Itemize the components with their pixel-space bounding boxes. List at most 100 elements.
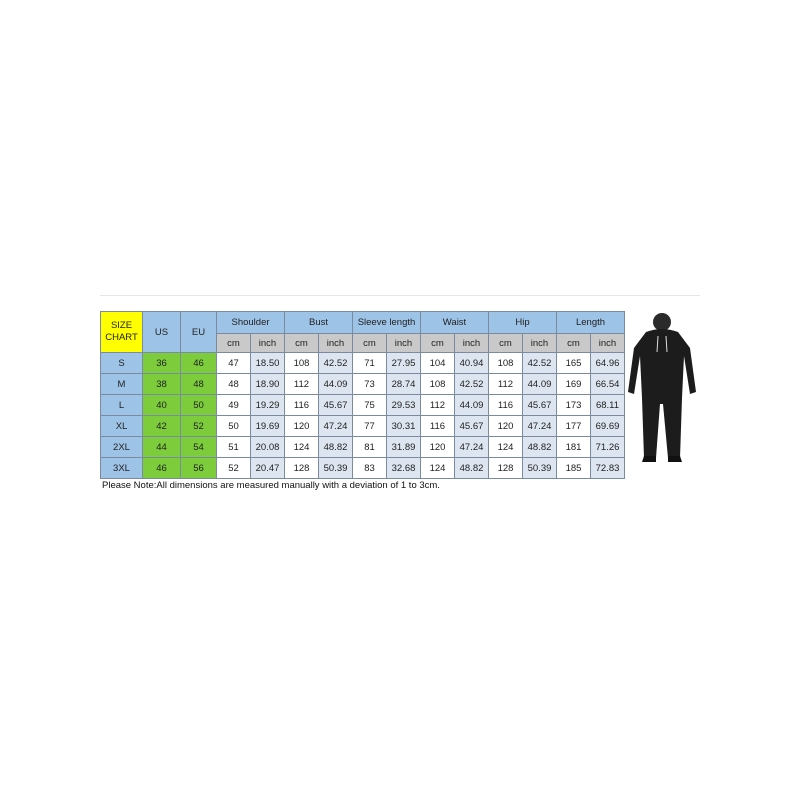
measurement-cell: 50.39 [522, 457, 557, 479]
column-group-waist: Waist [420, 311, 489, 334]
measurement-cell: 44.09 [522, 373, 557, 395]
measurement-cell: 44.09 [454, 394, 489, 416]
measurement-cell: 32.68 [386, 457, 421, 479]
unit-header: inch [522, 333, 557, 353]
measurement-cell: 47.24 [522, 415, 557, 437]
column-group-shoulder: Shoulder [216, 311, 285, 334]
measurement-cell: 68.11 [590, 394, 625, 416]
unit-header: inch [386, 333, 421, 353]
measurement-cell: 124 [488, 436, 523, 458]
unit-header: inch [454, 333, 489, 353]
unit-header: cm [488, 333, 523, 353]
measurement-cell: 185 [556, 457, 591, 479]
measurement-cell: 28.74 [386, 373, 421, 395]
unit-header: cm [284, 333, 319, 353]
measurement-cell: 124 [284, 436, 319, 458]
us-size-cell: 44 [142, 436, 181, 458]
size-chart-label: SIZE CHART [100, 311, 143, 353]
unit-header: inch [250, 333, 285, 353]
column-group-sleeve-length: Sleeve length [352, 311, 421, 334]
measurement-cell: 20.47 [250, 457, 285, 479]
measurement-cell: 69.69 [590, 415, 625, 437]
measurement-cell: 48.82 [522, 436, 557, 458]
measurement-cell: 112 [284, 373, 319, 395]
us-size-cell: 46 [142, 457, 181, 479]
measurement-cell: 45.67 [522, 394, 557, 416]
measurement-cell: 128 [488, 457, 523, 479]
measurement-cell: 19.29 [250, 394, 285, 416]
measurement-cell: 18.90 [250, 373, 285, 395]
unit-header: inch [590, 333, 625, 353]
us-size-cell: 40 [142, 394, 181, 416]
us-header: US [142, 311, 181, 353]
size-cell: S [100, 352, 143, 374]
table-row: XL 42 52 50 19.69 120 47.24 77 30.31 116 45.67 120 4… [100, 415, 625, 437]
measurement-cell: 173 [556, 394, 591, 416]
measurement-cell: 81 [352, 436, 387, 458]
us-size-cell: 38 [142, 373, 181, 395]
eu-size-cell: 50 [180, 394, 217, 416]
table-row: M 38 48 48 18.90 112 44.09 73 28.74 108 42.52 112 44… [100, 373, 625, 395]
measurement-cell: 45.67 [318, 394, 353, 416]
table-row: L 40 50 49 19.29 116 45.67 75 29.53 112 44.09 116 45… [100, 394, 625, 416]
table-row: 3XL 46 56 52 20.47 128 50.39 83 32.68 124 48.82 128… [100, 457, 625, 479]
measurement-cell: 112 [420, 394, 455, 416]
measurement-cell: 116 [420, 415, 455, 437]
measurement-cell: 30.31 [386, 415, 421, 437]
measurement-cell: 31.89 [386, 436, 421, 458]
measurement-cell: 47 [216, 352, 251, 374]
us-size-cell: 42 [142, 415, 181, 437]
size-cell: M [100, 373, 143, 395]
eu-header: EU [180, 311, 217, 353]
us-size-cell: 36 [142, 352, 181, 374]
measurement-cell: 45.67 [454, 415, 489, 437]
measurement-cell: 49 [216, 394, 251, 416]
measurement-cell: 64.96 [590, 352, 625, 374]
measurement-cell: 47.24 [318, 415, 353, 437]
measurement-cell: 52 [216, 457, 251, 479]
measurement-cell: 42.52 [318, 352, 353, 374]
column-group-bust: Bust [284, 311, 353, 334]
measurement-cell: 18.50 [250, 352, 285, 374]
measurement-cell: 120 [488, 415, 523, 437]
measurement-cell: 47.24 [454, 436, 489, 458]
eu-size-cell: 56 [180, 457, 217, 479]
measurement-cell: 27.95 [386, 352, 421, 374]
measurement-cell: 181 [556, 436, 591, 458]
size-chart-table: SIZE CHART US EU Shoulder Bust Sleeve leng… [100, 311, 625, 479]
measurement-cell: 71 [352, 352, 387, 374]
measurement-cell: 116 [488, 394, 523, 416]
model-photo [628, 313, 696, 462]
size-cell: 2XL [100, 436, 143, 458]
column-group-length: Length [556, 311, 625, 334]
measurement-cell: 83 [352, 457, 387, 479]
size-cell: L [100, 394, 143, 416]
measurement-cell: 40.94 [454, 352, 489, 374]
measurement-cell: 128 [284, 457, 319, 479]
measurement-cell: 108 [420, 373, 455, 395]
measurement-cell: 104 [420, 352, 455, 374]
measurement-cell: 48.82 [318, 436, 353, 458]
eu-size-cell: 46 [180, 352, 217, 374]
measurement-cell: 29.53 [386, 394, 421, 416]
measurement-cell: 120 [284, 415, 319, 437]
measurement-cell: 116 [284, 394, 319, 416]
measurement-cell: 48.82 [454, 457, 489, 479]
measurement-cell: 120 [420, 436, 455, 458]
measurement-cell: 165 [556, 352, 591, 374]
measurement-cell: 75 [352, 394, 387, 416]
measurement-cell: 44.09 [318, 373, 353, 395]
table-row: 2XL 44 54 51 20.08 124 48.82 81 31.89 120 47.24 124… [100, 436, 625, 458]
table-row: S 36 46 47 18.50 108 42.52 71 27.95 104 40.94 108 42… [100, 352, 625, 374]
measurement-cell: 50.39 [318, 457, 353, 479]
measurement-cell: 20.08 [250, 436, 285, 458]
measurement-cell: 108 [488, 352, 523, 374]
measurement-cell: 169 [556, 373, 591, 395]
size-cell: XL [100, 415, 143, 437]
measurement-cell: 73 [352, 373, 387, 395]
measurement-cell: 112 [488, 373, 523, 395]
measurement-cell: 66.54 [590, 373, 625, 395]
unit-header: cm [216, 333, 251, 353]
measurement-cell: 48 [216, 373, 251, 395]
measurement-cell: 51 [216, 436, 251, 458]
